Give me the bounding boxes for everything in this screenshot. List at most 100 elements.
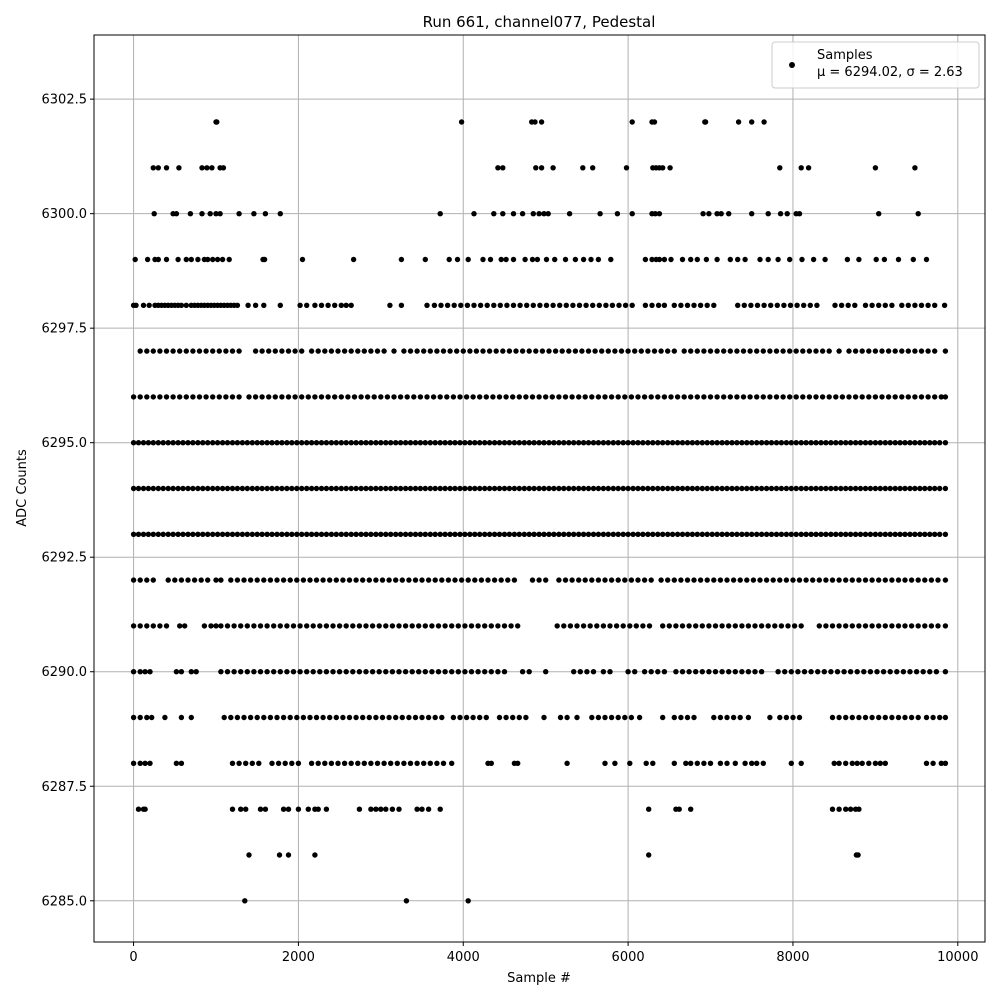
data-point	[257, 669, 264, 675]
data-point	[927, 531, 933, 537]
data-point	[500, 211, 506, 217]
data-point	[160, 485, 166, 492]
data-point	[450, 394, 457, 400]
data-point	[289, 760, 295, 766]
data-point	[491, 440, 498, 446]
data-point	[274, 714, 280, 721]
data-point	[389, 623, 396, 629]
data-point	[671, 577, 677, 583]
data-point	[539, 348, 546, 354]
data-point	[497, 302, 503, 308]
data-point	[323, 669, 330, 675]
data-point	[844, 256, 851, 263]
data-point	[719, 485, 725, 492]
data-point	[458, 577, 465, 583]
data-point	[628, 394, 635, 400]
data-point	[922, 531, 928, 537]
data-point	[580, 165, 586, 171]
data-point	[711, 577, 717, 583]
data-point	[145, 440, 152, 446]
data-point	[348, 348, 354, 354]
data-point	[251, 669, 257, 675]
data-point	[902, 714, 908, 721]
data-point	[908, 577, 915, 583]
data-point	[397, 485, 404, 492]
data-point	[477, 440, 483, 446]
data-point	[538, 165, 545, 171]
data-point	[384, 394, 391, 400]
data-point	[808, 440, 814, 446]
data-point	[360, 577, 366, 583]
data-point	[623, 165, 630, 171]
data-point	[252, 302, 259, 308]
data-point	[724, 440, 730, 446]
data-point	[517, 302, 523, 308]
plot-frame	[93, 34, 986, 943]
data-point	[836, 623, 842, 629]
data-point	[272, 394, 278, 400]
data-point	[589, 577, 595, 583]
data-point	[467, 440, 473, 446]
data-point	[491, 211, 497, 217]
data-point	[170, 440, 176, 446]
data-point	[368, 806, 374, 812]
data-point	[267, 577, 274, 583]
data-point	[768, 485, 775, 492]
x-tick-label: 8000	[776, 950, 809, 965]
data-point	[442, 485, 448, 492]
data-point	[523, 394, 529, 400]
data-point	[308, 348, 315, 354]
data-point	[409, 669, 415, 675]
data-point	[210, 348, 216, 354]
data-point	[414, 760, 420, 766]
data-point	[838, 440, 844, 446]
data-point	[292, 394, 298, 400]
data-point	[274, 577, 280, 583]
data-point	[145, 531, 152, 537]
data-point	[546, 348, 552, 354]
data-point	[674, 394, 681, 400]
data-point	[650, 485, 656, 492]
data-point	[671, 302, 677, 308]
data-point	[368, 485, 374, 492]
data-point	[748, 302, 754, 308]
data-point	[862, 714, 869, 721]
data-point	[271, 669, 277, 675]
data-point	[130, 714, 137, 721]
data-point	[536, 440, 542, 446]
data-point	[895, 577, 902, 583]
data-points	[130, 119, 949, 904]
data-point	[348, 440, 354, 446]
data-point	[849, 760, 855, 766]
data-point	[843, 531, 849, 537]
data-point	[818, 485, 824, 492]
data-point	[175, 256, 181, 263]
data-point	[305, 394, 311, 400]
data-point	[937, 714, 943, 721]
data-point	[343, 485, 349, 492]
data-point	[199, 211, 205, 217]
data-point	[846, 394, 852, 400]
data-point	[942, 760, 949, 766]
data-point	[739, 669, 745, 675]
data-point	[343, 440, 349, 446]
data-point	[673, 623, 679, 629]
data-point	[214, 256, 221, 263]
data-point	[157, 348, 163, 354]
data-point	[178, 760, 185, 766]
data-point	[813, 531, 819, 537]
data-point	[674, 531, 681, 537]
data-point	[188, 669, 194, 675]
data-point	[244, 669, 250, 675]
data-point	[773, 394, 780, 400]
data-point	[457, 531, 463, 537]
data-point	[800, 348, 806, 354]
data-point	[454, 256, 461, 263]
data-point	[279, 394, 285, 400]
data-point	[307, 714, 313, 721]
data-point	[564, 760, 570, 766]
data-point	[605, 485, 611, 492]
data-point	[699, 531, 705, 537]
data-point	[526, 440, 532, 446]
data-point	[135, 531, 142, 537]
